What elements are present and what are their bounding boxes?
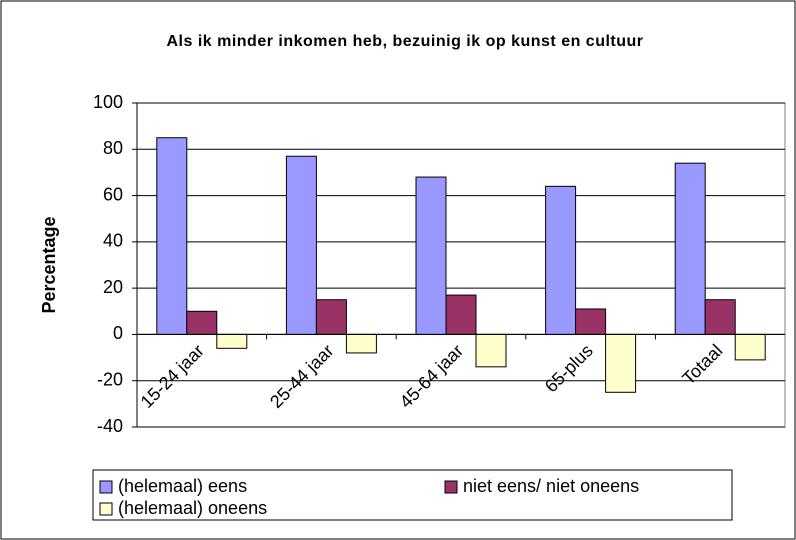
legend-label: (helemaal) eens <box>118 476 247 496</box>
bar <box>156 137 188 335</box>
bar <box>216 333 248 349</box>
y-tick-label: 60 <box>103 184 123 204</box>
bar <box>445 294 477 335</box>
bar <box>545 185 577 335</box>
bar <box>315 299 347 335</box>
legend-label: (helemaal) oneens <box>118 498 267 518</box>
legend-label: niet eens/ niet oneens <box>463 476 639 496</box>
y-tick-label: 80 <box>103 138 123 158</box>
y-tick-label: -40 <box>97 416 123 436</box>
legend-swatch <box>444 480 458 494</box>
bar <box>734 333 766 361</box>
bar <box>704 299 736 335</box>
y-tick-label: -20 <box>97 369 123 389</box>
bar <box>285 155 317 335</box>
bar <box>475 333 507 368</box>
y-tick-label: 0 <box>113 323 123 343</box>
bar <box>575 308 607 335</box>
legend-swatch <box>99 502 113 516</box>
bar <box>345 333 377 354</box>
bar <box>415 176 447 335</box>
legend-swatch <box>99 480 113 494</box>
y-tick-label: 100 <box>93 92 123 112</box>
bar <box>605 333 637 393</box>
bar <box>186 310 218 335</box>
y-axis-label: Percentage <box>39 216 59 313</box>
bar <box>674 162 706 335</box>
legend <box>92 469 733 521</box>
y-tick-label: 20 <box>103 277 123 297</box>
y-tick-label: 40 <box>103 231 123 251</box>
chart-title: Als ik minder inkomen heb, bezuinig ik o… <box>166 33 644 50</box>
